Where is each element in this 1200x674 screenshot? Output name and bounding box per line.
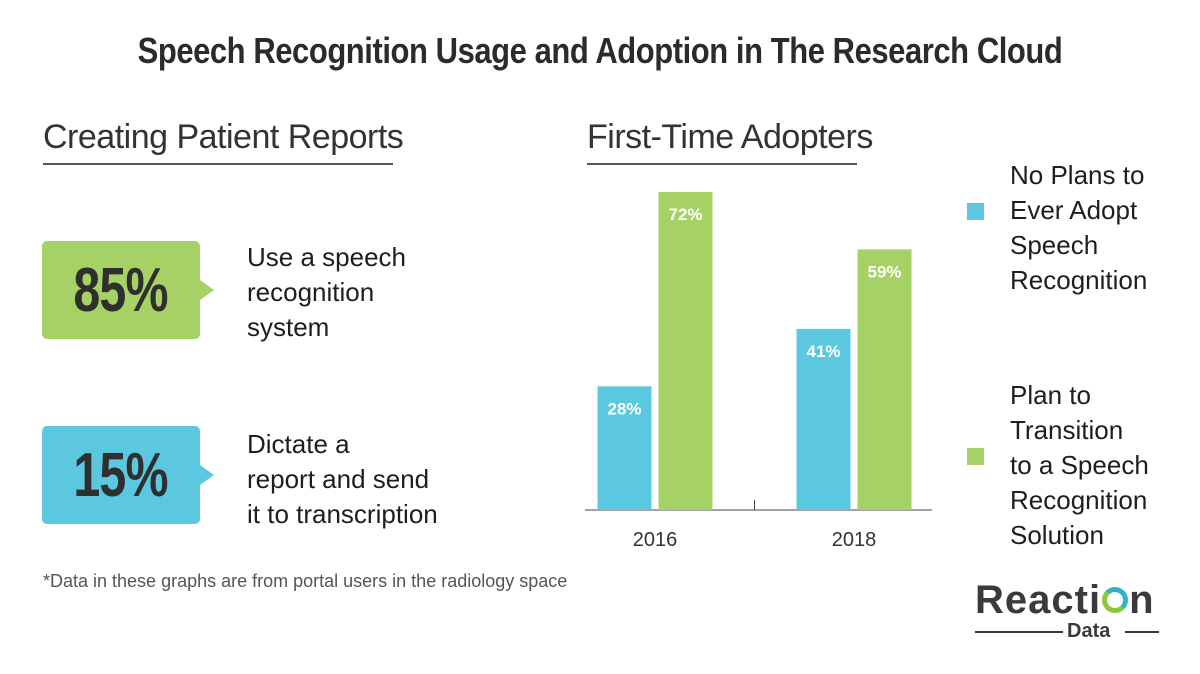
logo-left-line <box>975 631 1063 633</box>
bar-2018-series-0 <box>796 328 851 510</box>
logo-data-text: Data <box>1067 620 1111 642</box>
legend-line: Recognition <box>1010 485 1148 515</box>
stat-box-85: 85% <box>42 241 214 339</box>
legend-line: to a Speech <box>1010 450 1149 480</box>
x-tick-label: 2016 <box>633 529 678 551</box>
legend-line: No Plans to <box>1010 160 1145 190</box>
logo-subline: Data <box>975 620 1159 644</box>
legend-swatch-no-plans <box>967 203 984 220</box>
right-section-rule <box>587 163 857 165</box>
stat-value: 15% <box>73 440 169 510</box>
stat-description-15: Dictate a report and send it to transcri… <box>247 427 438 532</box>
legend-line: Recognition <box>1010 265 1148 295</box>
bar-data-label: 41% <box>806 342 840 361</box>
bar-data-label: 72% <box>668 205 702 224</box>
logo-word-start: Reacti <box>975 578 1102 622</box>
footnote: *Data in these graphs are from portal us… <box>43 571 568 591</box>
legend-line: Speech <box>1010 230 1099 260</box>
legend-swatch-plan-transition <box>967 448 984 465</box>
legend-line: Plan to <box>1010 380 1091 410</box>
legend-line: Ever Adopt <box>1010 195 1138 225</box>
left-section-heading: Creating Patient Reports <box>43 118 404 156</box>
logo-right-line <box>1125 631 1159 633</box>
legend-line: Solution <box>1010 520 1104 550</box>
stat-line: report and send <box>247 464 430 494</box>
legend-label-no-plans: No Plans to Ever Adopt Speech Recognitio… <box>1010 158 1147 298</box>
page-title: Speech Recognition Usage and Adoption in… <box>137 30 1063 71</box>
bar-data-label: 28% <box>607 399 641 418</box>
bar-2016-series-1 <box>658 192 713 510</box>
x-tick-label: 2018 <box>832 529 877 551</box>
logo-word-end: n <box>1129 578 1155 622</box>
left-section-rule <box>43 163 393 165</box>
right-section-heading: First-Time Adopters <box>587 118 873 156</box>
stat-line: system <box>247 312 330 342</box>
legend-label-plan-transition: Plan to Transition to a Speech Recogniti… <box>1010 378 1149 553</box>
stat-box-15: 15% <box>42 426 214 524</box>
stat-value: 85% <box>73 255 169 325</box>
bar-2018-series-1 <box>857 249 912 510</box>
stat-line: Dictate a <box>247 429 350 459</box>
stat-line: it to transcription <box>247 499 438 529</box>
legend-line: Transition <box>1010 415 1124 445</box>
stat-line: recognition <box>247 277 375 307</box>
stat-description-85: Use a speech recognition system <box>247 240 406 345</box>
bar-2016-series-0 <box>597 386 652 510</box>
reaction-data-logo: Reacti n <box>975 578 1155 623</box>
adopters-bar-chart: 28% 72% 2016 41% 59% 2018 <box>585 192 932 551</box>
bar-data-label: 59% <box>867 262 901 281</box>
logo-ring-icon <box>1102 587 1129 613</box>
stat-line: Use a speech <box>247 242 406 272</box>
